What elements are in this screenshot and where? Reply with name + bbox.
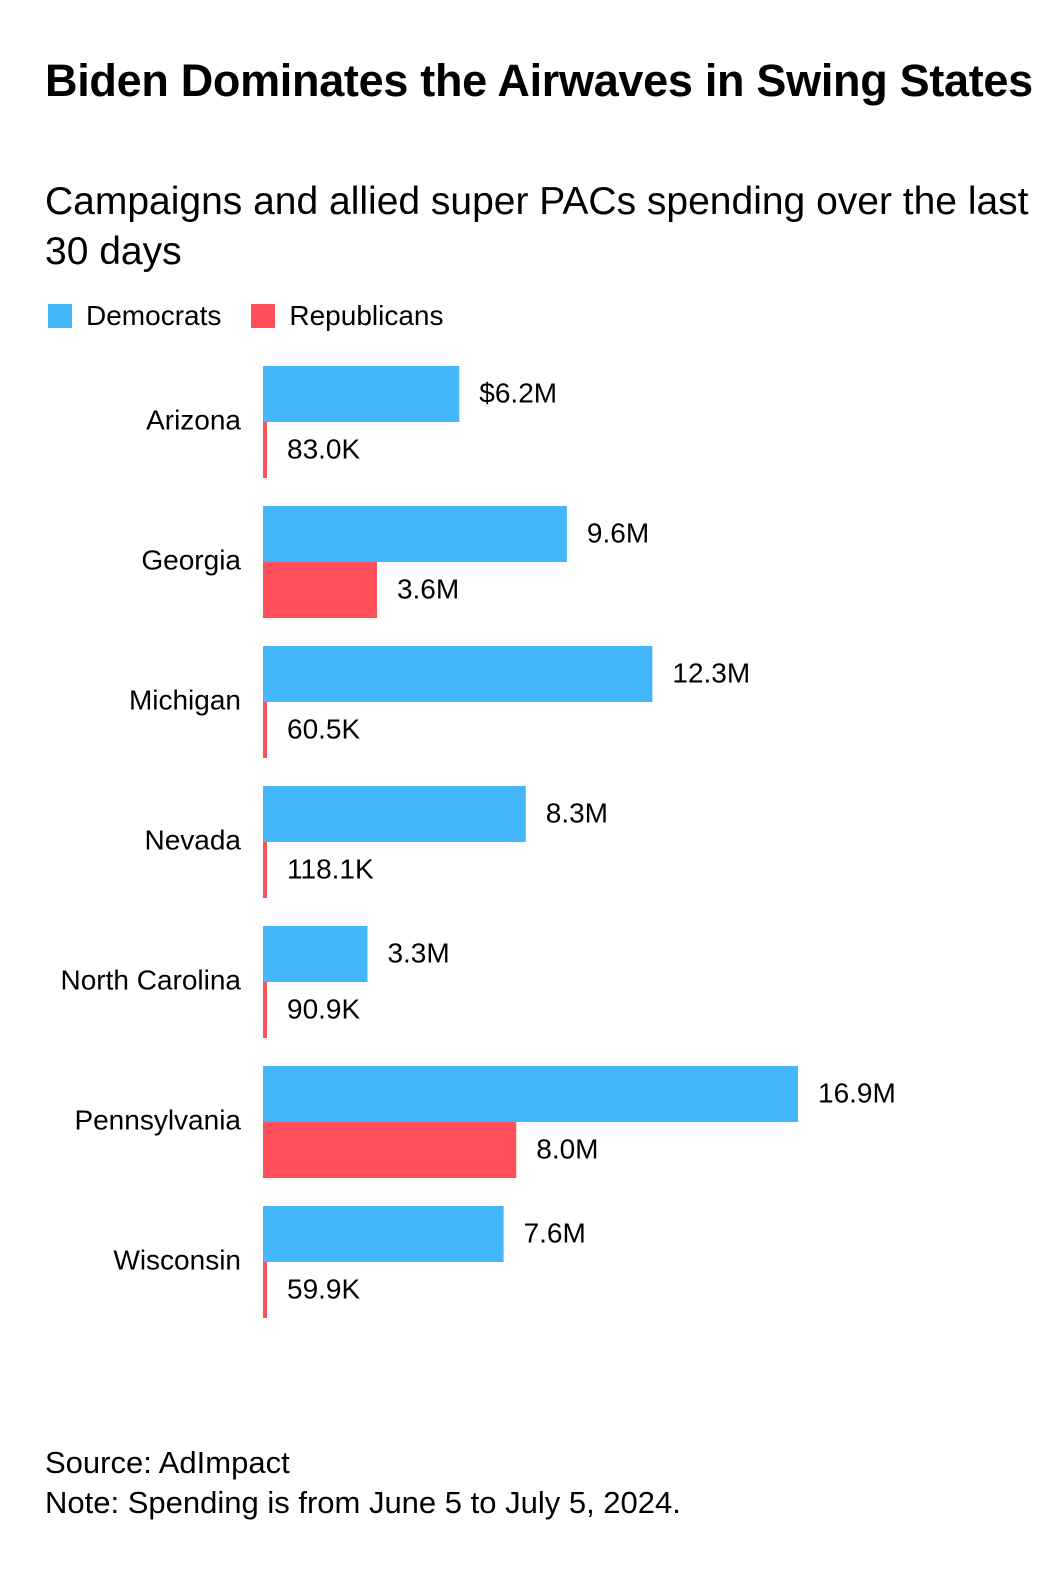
- legend: Democrats Republicans: [48, 298, 473, 334]
- bar-wisconsin-republicans: [263, 1262, 267, 1318]
- category-label-nevada: Nevada: [144, 824, 241, 855]
- bar-arizona-republicans: [263, 422, 267, 478]
- chart-subtitle: Campaigns and allied super PACs spending…: [45, 180, 1029, 273]
- bar-chart: Arizona $6.2M 83.0K Georgia 9.6M 3.6M Michigan…: [60, 366, 896, 1318]
- bar-pennsylvania-democrats: [263, 1066, 798, 1122]
- value-label-michigan-republicans: 60.5K: [287, 713, 360, 744]
- category-label-michigan: Michigan: [129, 684, 241, 715]
- category-label-georgia: Georgia: [141, 544, 241, 575]
- value-label-michigan-democrats: 12.3M: [672, 657, 750, 688]
- bar-wisconsin-democrats: [263, 1206, 504, 1262]
- bar-pennsylvania-republicans: [263, 1122, 517, 1178]
- legend-item-republicans: Republicans: [251, 300, 443, 332]
- category-label-arizona: Arizona: [146, 404, 241, 435]
- legend-label-republicans: Republicans: [289, 300, 444, 331]
- category-label-wisconsin: Wisconsin: [113, 1244, 241, 1275]
- bar-georgia-democrats: [263, 506, 567, 562]
- legend-item-democrats: Democrats: [48, 300, 221, 332]
- legend-label-democrats: Democrats: [86, 300, 222, 331]
- value-label-georgia-republicans: 3.6M: [397, 573, 459, 604]
- bar-michigan-democrats: [263, 646, 653, 702]
- value-label-nevada-democrats: 8.3M: [546, 797, 608, 828]
- bar-north-carolina-democrats: [263, 926, 368, 982]
- legend-swatch-republicans: [251, 304, 276, 328]
- source-note: Source: AdImpact: [45, 1445, 290, 1480]
- date-note: Note: Spending is from June 5 to July 5,…: [45, 1485, 681, 1520]
- value-label-pennsylvania-republicans: 8.0M: [536, 1133, 598, 1164]
- bar-georgia-republicans: [263, 562, 377, 618]
- category-label-pennsylvania: Pennsylvania: [74, 1104, 241, 1135]
- footer: Source: AdImpact Note: Spending is from …: [45, 1443, 681, 1523]
- category-label-north-carolina: North Carolina: [60, 964, 241, 995]
- bar-north-carolina-republicans: [263, 982, 267, 1038]
- value-label-pennsylvania-democrats: 16.9M: [818, 1077, 896, 1108]
- value-label-nevada-republicans: 118.1K: [287, 853, 374, 884]
- value-label-arizona-democrats: $6.2M: [479, 377, 557, 408]
- chart-title: Biden Dominates the Airwaves in Swing St…: [45, 55, 1033, 106]
- value-label-north-carolina-republicans: 90.9K: [287, 993, 360, 1024]
- bar-arizona-democrats: [263, 366, 460, 422]
- legend-swatch-democrats: [48, 304, 72, 328]
- value-label-wisconsin-democrats: 7.6M: [524, 1217, 586, 1248]
- value-label-arizona-republicans: 83.0K: [287, 433, 360, 464]
- value-label-north-carolina-democrats: 3.3M: [387, 937, 449, 968]
- bar-nevada-republicans: [263, 842, 267, 898]
- value-label-wisconsin-republicans: 59.9K: [287, 1273, 360, 1304]
- bar-nevada-democrats: [263, 786, 526, 842]
- bar-michigan-republicans: [263, 702, 267, 758]
- value-label-georgia-democrats: 9.6M: [587, 517, 649, 548]
